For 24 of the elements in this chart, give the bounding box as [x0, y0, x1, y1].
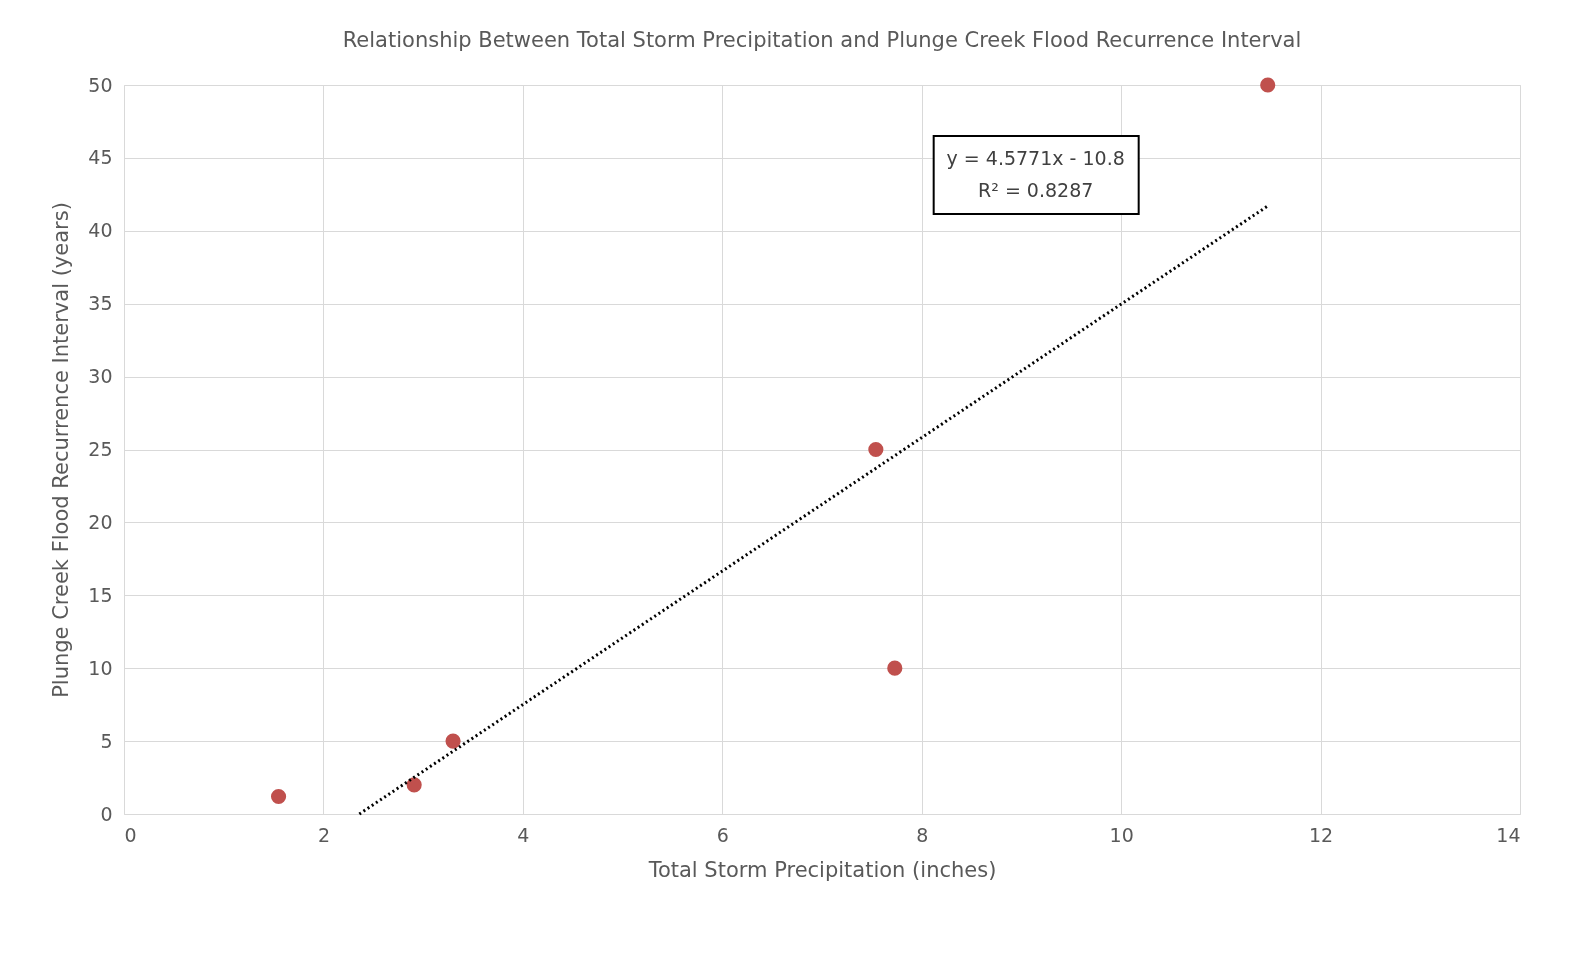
- x-tick-label: 4: [517, 823, 530, 846]
- chart-title: Relationship Between Total Storm Precipitation and Plunge Creek Flood Recurrence Interval: [342, 28, 1302, 52]
- y-tick-label: 10: [88, 656, 113, 679]
- x-tick-label: 14: [1496, 823, 1521, 846]
- y-tick-label: 15: [88, 583, 113, 606]
- annotation: R² = 0.8287: [978, 179, 1094, 202]
- y-tick-label: 5: [100, 729, 113, 752]
- y-axis-title: Plunge Creek Flood Recurrence Interval (years): [49, 202, 74, 698]
- x-tick-label: 10: [1109, 823, 1134, 846]
- x-tick-label: 8: [916, 823, 929, 846]
- y-tick-label: 30: [88, 365, 113, 388]
- y-tick-label: 25: [88, 438, 113, 460]
- x-tick-label: 12: [1308, 823, 1334, 846]
- annotation: y = 4.5771x - 10.8: [946, 147, 1125, 170]
- y-tick-label: 0: [100, 802, 113, 825]
- x-tick-label: 6: [716, 823, 729, 846]
- y-tick-label: 45: [88, 146, 113, 169]
- y-tick-label: 20: [88, 510, 113, 533]
- y-tick-label: 50: [88, 73, 113, 96]
- x-axis-title: Total Storm Precipitation (inches): [647, 857, 997, 882]
- y-tick-label: 40: [88, 219, 113, 242]
- x-tick-label: 0: [124, 823, 137, 846]
- y-tick-label: 35: [88, 292, 113, 315]
- x-tick-label: 2: [317, 823, 330, 846]
